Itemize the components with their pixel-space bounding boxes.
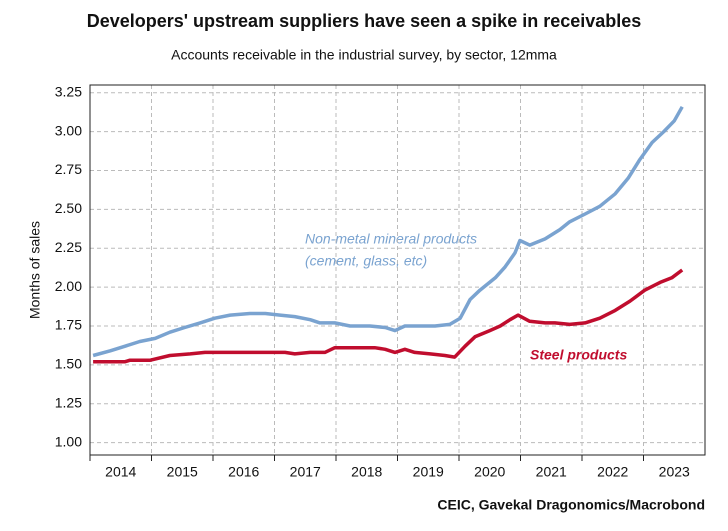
y-tick-label: 2.00 [55,278,82,294]
annotation: Steel products [530,347,627,363]
x-tick-label: 2021 [536,464,567,480]
y-tick-label: 2.50 [55,200,82,216]
y-tick-label: 2.75 [55,161,82,177]
y-tick-label: 1.25 [55,394,82,410]
x-tick-label: 2022 [597,464,628,480]
series-line [92,105,684,358]
x-tick-label: 2014 [105,464,136,480]
y-tick-label: 3.00 [55,122,82,138]
chart-title: Developers' upstream suppliers have seen… [87,11,642,31]
x-tick-label: 2016 [228,464,259,480]
y-tick-label: 1.00 [55,433,82,449]
series-line [93,268,684,364]
x-tick-label: 2018 [351,464,382,480]
source: CEIC, Gavekal Dragonomics/Macrobond [437,497,705,513]
chart-subtitle: Accounts receivable in the industrial su… [171,47,557,63]
y-tick-label: 1.75 [55,317,82,333]
y-tick-label: 3.25 [55,83,82,99]
x-tick-label: 2023 [659,464,690,480]
y-tick-label: 1.50 [55,356,82,372]
plot-frame [89,84,706,456]
annotation: (cement, glass, etc) [305,253,427,269]
annotation: Non-metal mineral products [305,231,477,247]
x-tick-label: 2019 [413,464,444,480]
x-tick-label: 2015 [167,464,198,480]
y-axis-label: Months of sales [27,221,43,319]
x-tick-label: 2017 [290,464,321,480]
y-tick-label: 2.25 [55,239,82,255]
x-tick-label: 2020 [474,464,505,480]
